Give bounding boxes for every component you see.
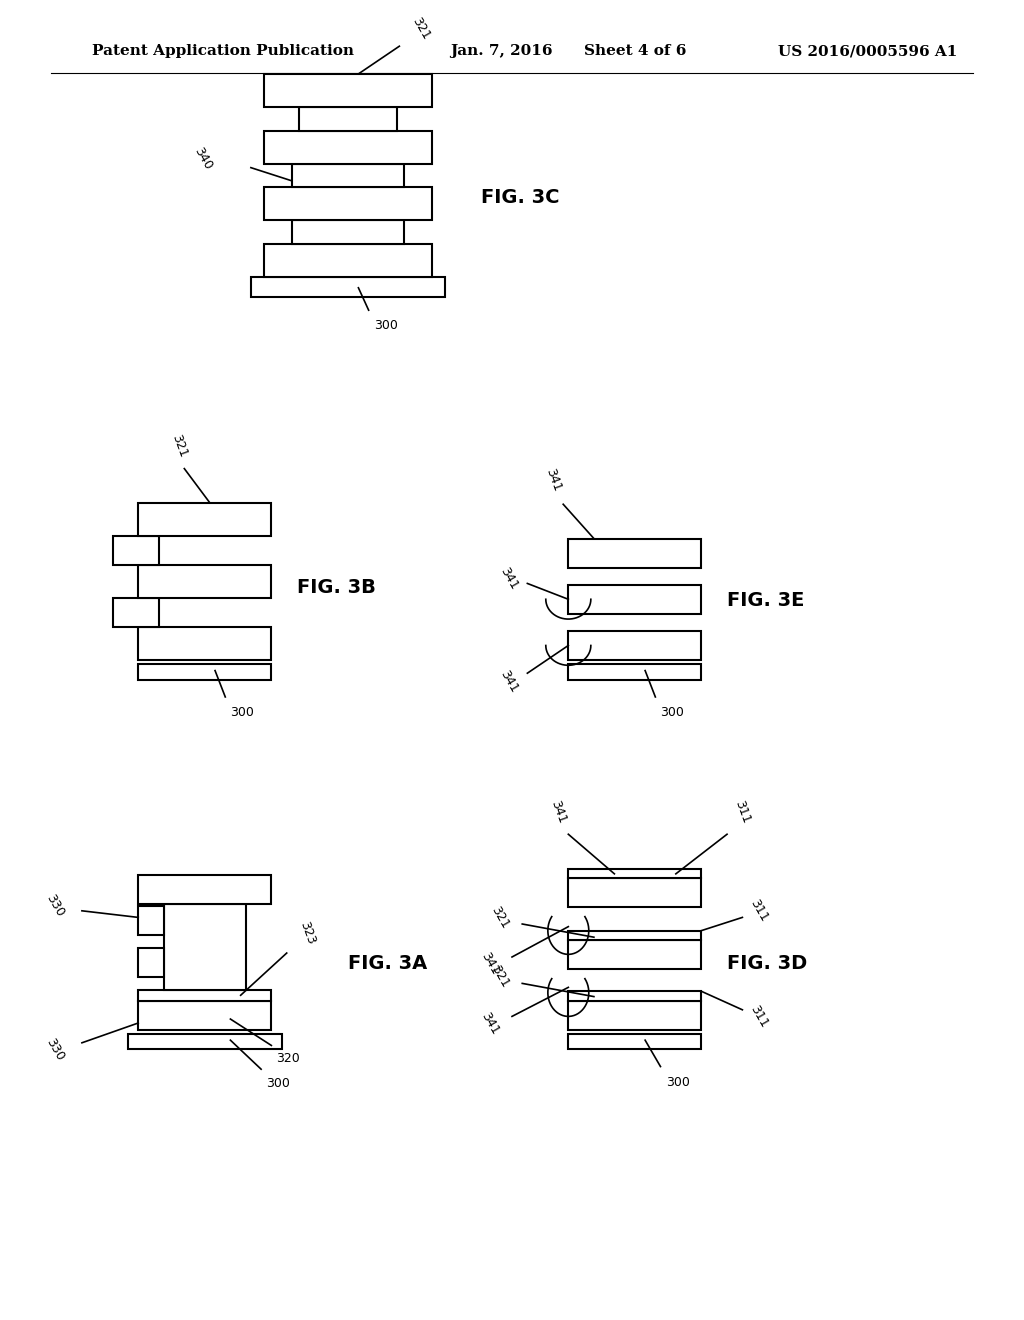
FancyBboxPatch shape <box>138 664 271 680</box>
FancyBboxPatch shape <box>568 878 701 907</box>
Text: 300: 300 <box>374 319 397 333</box>
FancyBboxPatch shape <box>128 1034 282 1049</box>
Text: US 2016/0005596 A1: US 2016/0005596 A1 <box>778 45 957 58</box>
FancyBboxPatch shape <box>299 107 397 131</box>
Text: 323: 323 <box>297 920 317 946</box>
Text: 330: 330 <box>43 1036 67 1063</box>
FancyBboxPatch shape <box>138 875 271 904</box>
Text: Sheet 4 of 6: Sheet 4 of 6 <box>584 45 686 58</box>
Text: 300: 300 <box>230 706 254 719</box>
FancyBboxPatch shape <box>568 631 701 660</box>
Text: Jan. 7, 2016: Jan. 7, 2016 <box>451 45 553 58</box>
FancyBboxPatch shape <box>138 906 164 935</box>
Text: 321: 321 <box>410 16 433 42</box>
FancyBboxPatch shape <box>568 1034 701 1049</box>
Text: FIG. 3C: FIG. 3C <box>481 189 560 207</box>
FancyBboxPatch shape <box>164 904 246 990</box>
Text: 311: 311 <box>748 1003 771 1030</box>
FancyBboxPatch shape <box>138 503 271 536</box>
FancyBboxPatch shape <box>568 991 701 1001</box>
Text: 321: 321 <box>488 904 512 931</box>
Text: Patent Application Publication: Patent Application Publication <box>92 45 354 58</box>
FancyBboxPatch shape <box>138 1001 271 1030</box>
FancyBboxPatch shape <box>113 598 159 627</box>
FancyBboxPatch shape <box>138 627 271 660</box>
Text: 311: 311 <box>732 799 753 825</box>
FancyBboxPatch shape <box>251 277 445 297</box>
Text: 321: 321 <box>488 964 512 990</box>
Text: 341: 341 <box>497 668 520 694</box>
Text: 341: 341 <box>478 1010 502 1036</box>
Text: 341: 341 <box>478 950 502 977</box>
FancyBboxPatch shape <box>264 74 432 107</box>
Text: 300: 300 <box>660 706 684 719</box>
FancyBboxPatch shape <box>568 539 701 568</box>
Text: FIG. 3E: FIG. 3E <box>727 591 805 610</box>
FancyBboxPatch shape <box>113 536 159 565</box>
Text: 340: 340 <box>191 145 215 172</box>
Text: 330: 330 <box>43 892 67 919</box>
Text: 341: 341 <box>548 799 568 825</box>
Text: 321: 321 <box>169 433 189 459</box>
FancyBboxPatch shape <box>292 164 404 187</box>
Text: 300: 300 <box>266 1077 290 1090</box>
Text: 320: 320 <box>276 1052 300 1065</box>
Text: 341: 341 <box>497 565 520 591</box>
Text: FIG. 3D: FIG. 3D <box>727 954 807 973</box>
FancyBboxPatch shape <box>264 244 432 277</box>
FancyBboxPatch shape <box>568 869 701 878</box>
FancyBboxPatch shape <box>568 664 701 680</box>
FancyBboxPatch shape <box>264 131 432 164</box>
FancyBboxPatch shape <box>138 990 271 1001</box>
FancyBboxPatch shape <box>568 940 701 969</box>
FancyBboxPatch shape <box>138 565 271 598</box>
FancyBboxPatch shape <box>568 931 701 940</box>
FancyBboxPatch shape <box>292 220 404 244</box>
FancyBboxPatch shape <box>568 585 701 614</box>
FancyBboxPatch shape <box>264 187 432 220</box>
Text: 300: 300 <box>666 1076 689 1089</box>
FancyBboxPatch shape <box>138 948 164 977</box>
Text: FIG. 3A: FIG. 3A <box>348 954 427 973</box>
Text: 341: 341 <box>543 467 563 494</box>
FancyBboxPatch shape <box>568 1001 701 1030</box>
Text: FIG. 3B: FIG. 3B <box>297 578 376 597</box>
Text: 311: 311 <box>748 898 771 924</box>
